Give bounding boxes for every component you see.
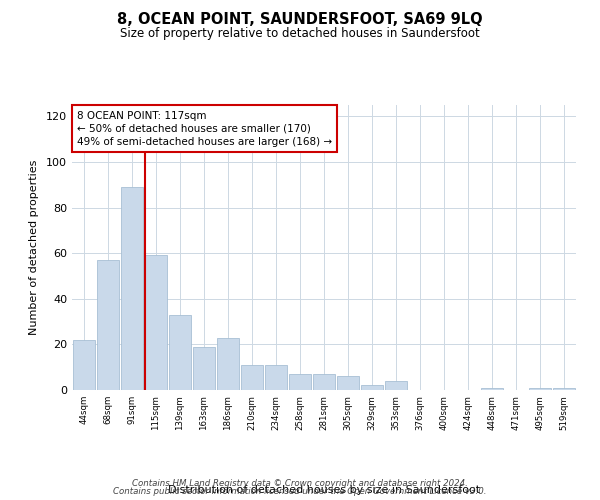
Text: 8, OCEAN POINT, SAUNDERSFOOT, SA69 9LQ: 8, OCEAN POINT, SAUNDERSFOOT, SA69 9LQ: [117, 12, 483, 28]
Bar: [553, 388, 575, 390]
Bar: [193, 346, 215, 390]
Text: Contains public sector information licensed under the Open Government Licence v3: Contains public sector information licen…: [113, 487, 487, 496]
X-axis label: Distribution of detached houses by size in Saundersfoot: Distribution of detached houses by size …: [168, 486, 480, 496]
Y-axis label: Number of detached properties: Number of detached properties: [29, 160, 39, 335]
Bar: [529, 388, 551, 390]
Bar: [481, 388, 503, 390]
Text: Contains HM Land Registry data © Crown copyright and database right 2024.: Contains HM Land Registry data © Crown c…: [132, 478, 468, 488]
Bar: [241, 365, 263, 390]
Bar: [217, 338, 239, 390]
Bar: [73, 340, 95, 390]
Bar: [145, 256, 167, 390]
Bar: [313, 374, 335, 390]
Text: Size of property relative to detached houses in Saundersfoot: Size of property relative to detached ho…: [120, 28, 480, 40]
Bar: [289, 374, 311, 390]
Bar: [97, 260, 119, 390]
Text: 8 OCEAN POINT: 117sqm
← 50% of detached houses are smaller (170)
49% of semi-det: 8 OCEAN POINT: 117sqm ← 50% of detached …: [77, 110, 332, 147]
Bar: [337, 376, 359, 390]
Bar: [121, 187, 143, 390]
Bar: [361, 386, 383, 390]
Bar: [265, 365, 287, 390]
Bar: [169, 315, 191, 390]
Bar: [385, 381, 407, 390]
